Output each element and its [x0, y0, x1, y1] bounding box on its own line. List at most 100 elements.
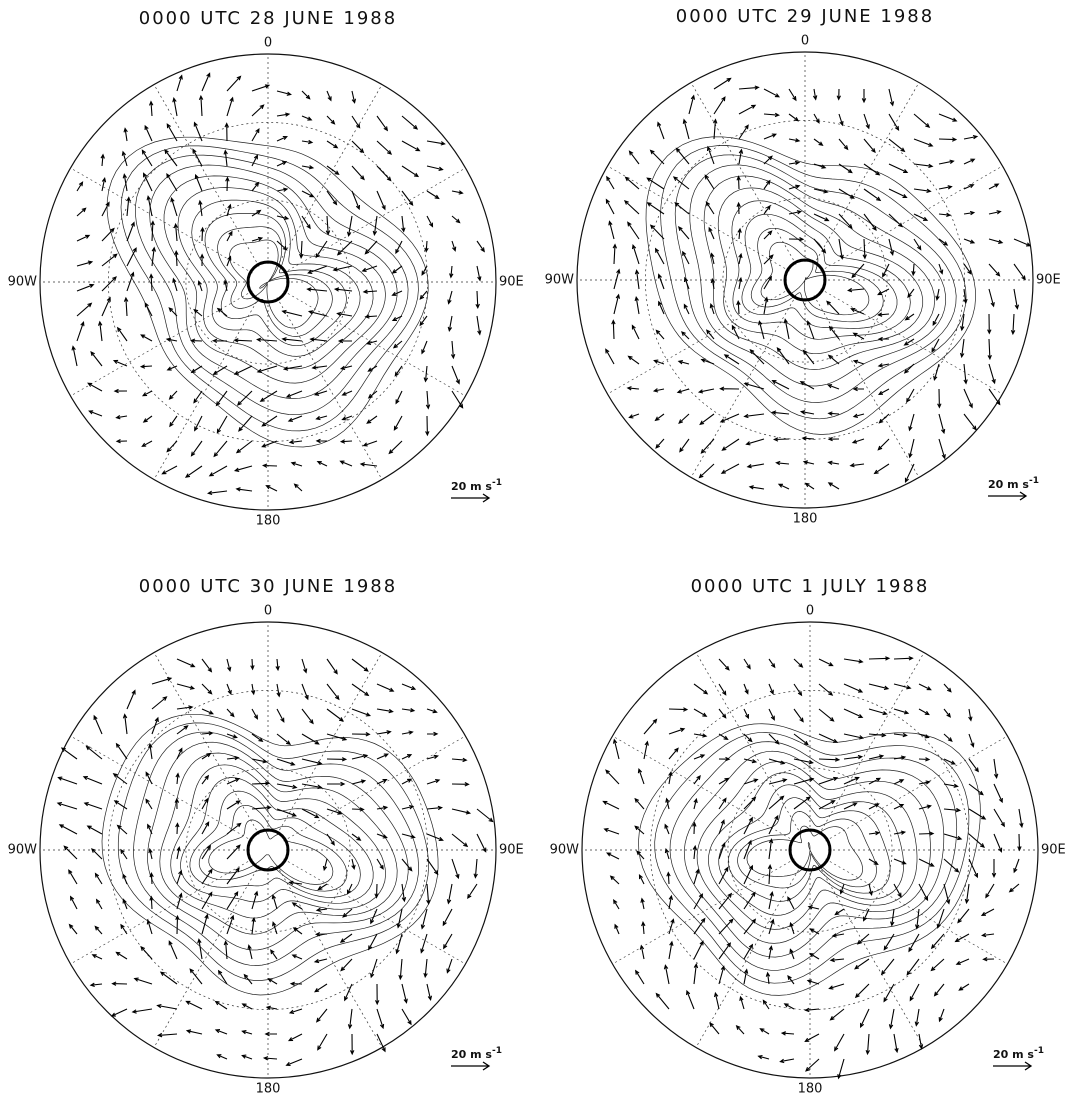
wind-arrow	[277, 684, 280, 696]
wind-arrow	[779, 484, 789, 489]
wind-arrow	[477, 316, 481, 334]
wind-arrow	[114, 360, 127, 366]
wind-arrow	[640, 875, 645, 884]
wind-arrow	[844, 755, 862, 759]
wind-arrow	[894, 709, 908, 714]
wind-arrow	[177, 684, 194, 689]
wind-arrow	[957, 959, 969, 964]
wind-arrow	[964, 239, 974, 243]
wind-arrow	[427, 141, 445, 145]
contour	[655, 733, 969, 984]
wind-arrow	[402, 731, 413, 734]
wind-arrow	[919, 709, 929, 715]
wind-arrow	[719, 778, 728, 784]
wind-arrow	[964, 289, 967, 303]
wind-arrow	[227, 76, 241, 91]
wind-arrow	[884, 934, 894, 950]
wind-arrow	[227, 98, 233, 116]
wind-arrow	[202, 684, 212, 694]
wind-arrow	[283, 310, 302, 316]
wind-arrow	[173, 279, 177, 291]
wind-arrow	[117, 440, 127, 443]
wind-arrow	[642, 922, 645, 934]
wind-arrow	[227, 824, 241, 835]
wind-arrow	[705, 175, 714, 189]
wind-arrow	[167, 441, 177, 452]
wind-arrow	[267, 1006, 277, 1009]
wind-arrow	[127, 198, 130, 217]
wind-arrow	[889, 164, 907, 172]
wind-arrow	[252, 782, 269, 785]
wind-arrow	[144, 173, 152, 191]
wind-arrow	[352, 166, 364, 179]
wind-arrow	[300, 241, 303, 258]
wind-arrow	[694, 941, 703, 959]
scale-exponent: -1	[492, 1046, 502, 1056]
wind-arrow	[806, 1059, 819, 1071]
map-panel: 0000 UTC 1 JULY 1988018090W90E20 m s-1	[550, 576, 1065, 1097]
wind-arrow	[700, 414, 714, 424]
wind-arrow	[694, 964, 698, 984]
scale-arrow	[451, 494, 489, 502]
wind-arrow	[93, 955, 102, 959]
wind-arrow	[635, 297, 639, 314]
wind-arrow	[606, 770, 619, 784]
wind-arrow	[377, 834, 387, 838]
wind-arrow	[150, 873, 153, 884]
wind-arrow	[982, 933, 994, 936]
wind-arrow	[719, 843, 725, 859]
wind-arrow	[235, 366, 252, 374]
wind-arrow	[69, 870, 77, 884]
wind-arrow	[190, 969, 202, 984]
wind-arrow	[309, 311, 327, 316]
wind-arrow	[302, 191, 313, 197]
wind-arrow	[889, 89, 894, 105]
wind-arrow	[944, 808, 960, 811]
wind-arrow	[96, 874, 103, 884]
wind-arrow	[252, 183, 259, 191]
wind-arrow	[866, 1034, 869, 1054]
wind-arrow	[719, 709, 726, 718]
wind-arrow	[202, 915, 208, 934]
wind-arrow	[633, 245, 640, 264]
wind-arrow	[827, 301, 839, 314]
wind-arrow	[864, 114, 869, 128]
wind-arrow	[216, 1002, 227, 1009]
wind-arrow	[271, 950, 277, 959]
wind-arrow	[641, 899, 644, 909]
wind-arrow	[252, 105, 264, 116]
meridian	[284, 291, 466, 396]
meridian	[826, 859, 1008, 964]
scale-label: 20 m s-1	[993, 1046, 1044, 1062]
wind-arrow	[694, 709, 706, 716]
wind-arrow	[338, 241, 352, 255]
wind-arrow	[894, 831, 905, 834]
wind-arrow	[277, 734, 290, 744]
wind-arrow	[989, 364, 995, 383]
wind-arrow	[702, 359, 714, 364]
wind-arrow	[339, 339, 352, 342]
wind-arrow	[176, 824, 179, 835]
wind-arrow	[844, 777, 859, 784]
wind-arrow	[311, 338, 327, 341]
wind-arrow	[603, 801, 619, 809]
wind-arrow	[1011, 314, 1014, 334]
wind-arrow	[170, 416, 177, 426]
wind-arrow	[679, 227, 689, 239]
wind-vectors	[603, 657, 1023, 1079]
wind-arrow	[819, 734, 837, 742]
wind-arrow	[337, 312, 352, 316]
wind-arrow	[764, 231, 772, 239]
wind-arrow	[177, 706, 192, 709]
label-right: 90E	[499, 275, 524, 290]
wind-arrow	[251, 684, 254, 694]
wind-arrow	[94, 716, 102, 734]
wind-arrow	[794, 797, 810, 809]
wind-arrow	[784, 319, 789, 339]
contour	[761, 242, 869, 315]
wind-arrow	[327, 684, 339, 699]
wind-arrow	[864, 139, 875, 152]
wind-arrow	[964, 136, 977, 140]
panel-title: 0000 UTC 28 JUNE 1988	[139, 8, 397, 29]
wind-arrow	[127, 248, 136, 266]
